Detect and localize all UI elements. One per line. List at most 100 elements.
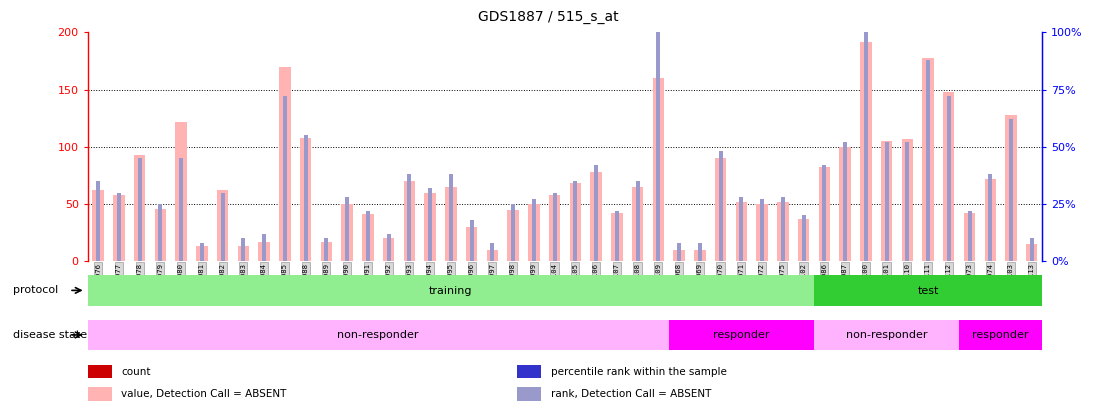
Bar <box>200 243 204 261</box>
Bar <box>428 188 432 261</box>
Bar <box>283 96 286 261</box>
Bar <box>988 174 993 261</box>
Bar <box>238 246 249 261</box>
Bar <box>1005 115 1017 261</box>
Bar <box>88 320 669 350</box>
Bar <box>739 197 744 261</box>
Bar <box>134 155 145 261</box>
Bar <box>814 320 959 350</box>
Bar <box>508 210 519 261</box>
Bar <box>902 139 913 261</box>
Bar <box>137 158 142 261</box>
Bar <box>407 174 411 261</box>
Bar <box>548 195 561 261</box>
Bar <box>158 204 162 261</box>
Text: count: count <box>121 367 150 377</box>
Bar <box>490 243 495 261</box>
Bar <box>756 204 768 261</box>
Text: protocol: protocol <box>13 286 58 295</box>
Bar <box>518 387 541 401</box>
Bar <box>611 213 622 261</box>
Bar <box>532 199 535 261</box>
Bar <box>179 158 183 261</box>
Bar <box>943 92 954 261</box>
Bar <box>884 142 889 261</box>
Bar <box>777 202 789 261</box>
Bar <box>259 242 270 261</box>
Bar <box>798 219 810 261</box>
Bar <box>694 250 705 261</box>
Bar <box>574 181 577 261</box>
Bar <box>113 195 125 261</box>
Bar <box>698 243 702 261</box>
Bar <box>985 179 996 261</box>
Bar <box>669 320 814 350</box>
Bar <box>196 246 207 261</box>
Text: training: training <box>429 286 473 296</box>
Bar <box>1009 119 1013 261</box>
Bar <box>425 193 436 261</box>
Bar <box>346 197 349 261</box>
Bar <box>487 250 498 261</box>
Bar <box>470 220 474 261</box>
Text: GDS1887 / 515_s_at: GDS1887 / 515_s_at <box>478 10 619 24</box>
Bar <box>449 174 453 261</box>
Bar <box>736 202 747 261</box>
Bar <box>217 190 228 261</box>
Bar <box>88 387 112 401</box>
Bar <box>1026 244 1038 261</box>
Bar <box>595 165 598 261</box>
Text: rank, Detection Call = ABSENT: rank, Detection Call = ABSENT <box>551 389 711 399</box>
Bar <box>719 151 723 261</box>
Bar <box>959 320 1042 350</box>
Bar <box>656 0 660 261</box>
Text: test: test <box>917 286 939 296</box>
Bar <box>760 199 764 261</box>
Bar <box>923 58 934 261</box>
Bar <box>88 365 112 378</box>
Bar <box>88 275 814 306</box>
Bar <box>614 211 619 261</box>
Bar <box>279 67 291 261</box>
Bar <box>818 167 830 261</box>
Bar <box>823 165 826 261</box>
Bar <box>466 227 477 261</box>
Bar <box>511 204 516 261</box>
Text: responder: responder <box>713 330 770 340</box>
Bar <box>320 242 332 261</box>
Bar <box>518 365 541 378</box>
Bar <box>97 181 100 261</box>
Bar <box>905 142 909 261</box>
Text: responder: responder <box>972 330 1029 340</box>
Bar <box>715 158 726 261</box>
Bar <box>569 183 581 261</box>
Bar <box>968 211 972 261</box>
Bar <box>341 204 353 261</box>
Text: non-responder: non-responder <box>846 330 927 340</box>
Text: non-responder: non-responder <box>338 330 419 340</box>
Text: value, Detection Call = ABSENT: value, Detection Call = ABSENT <box>121 389 286 399</box>
Bar <box>404 181 415 261</box>
Bar <box>860 42 871 261</box>
Bar <box>262 234 267 261</box>
Bar <box>802 215 805 261</box>
Bar <box>241 238 246 261</box>
Bar <box>325 238 328 261</box>
Bar <box>635 181 640 261</box>
Bar <box>632 187 643 261</box>
Bar <box>92 190 104 261</box>
Bar <box>362 214 374 261</box>
Bar <box>590 172 602 261</box>
Bar <box>863 32 868 261</box>
Bar <box>926 60 930 261</box>
Bar <box>653 78 664 261</box>
Bar <box>781 197 784 261</box>
Bar <box>844 142 847 261</box>
Bar <box>176 122 186 261</box>
Bar <box>839 147 851 261</box>
Bar <box>553 193 556 261</box>
Bar <box>881 141 892 261</box>
Bar <box>383 238 394 261</box>
Bar <box>814 275 1042 306</box>
Bar <box>964 213 975 261</box>
